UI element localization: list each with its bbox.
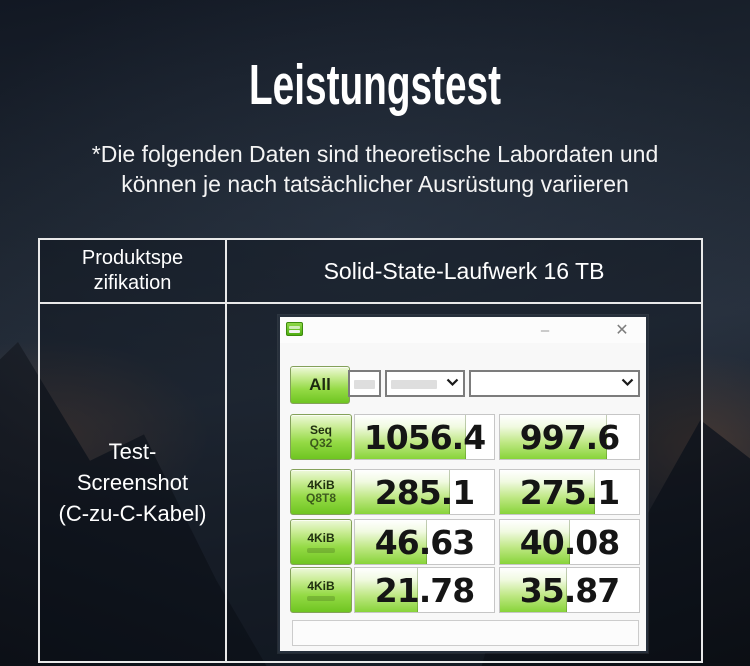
blurred-sublabel: [307, 595, 335, 601]
test-count-select[interactable]: [348, 370, 381, 397]
4kib-q8t8-read-cell: 285.1: [354, 469, 495, 515]
4kib-q8t8-test-button[interactable]: 4KiB Q8T8: [290, 469, 352, 515]
seq-label: Seq: [309, 423, 332, 437]
4kib-q8t8-write-cell: 275.1: [499, 469, 640, 515]
blurred-text: [391, 380, 437, 389]
score-bar: [355, 520, 428, 564]
score-bar: [500, 415, 608, 459]
score-bar: [500, 568, 567, 612]
4kib-label: 4KiB: [307, 530, 335, 545]
table-column-divider: [225, 240, 227, 661]
4kib-label: 4KiB: [307, 578, 335, 593]
score-bar: [500, 470, 595, 514]
4kib-q8t8-write-value: 275.1: [519, 472, 620, 512]
minimize-button[interactable]: –: [540, 321, 550, 339]
4kib-a-write-cell: 40.08: [499, 519, 640, 565]
4kib-test-button-a[interactable]: 4KiB: [290, 519, 352, 565]
4kib-a-write-value: 40.08: [519, 522, 620, 562]
4kib-b-read-value: 21.78: [374, 570, 475, 610]
4kib-q8t8-read-value: 285.1: [374, 472, 475, 512]
seq-read-cell: 1056.4: [354, 414, 495, 460]
4kib-b-read-cell: 21.78: [354, 567, 495, 613]
score-bar: [355, 415, 467, 459]
blurred-sublabel: [307, 547, 335, 553]
row-label-line1: Test-: [108, 439, 157, 464]
benchmark-window: – ✕ All Seq Q32 1056.4: [278, 315, 648, 653]
page-title: Leistungstest: [249, 53, 501, 117]
disclaimer-line-2: können je nach tatsächlicher Ausrüstung …: [121, 171, 629, 197]
disclaimer-line-1: *Die folgenden Daten sind theoretische L…: [91, 141, 659, 167]
4kib-sublabel: Q8T8: [305, 491, 336, 505]
row-label-line2: Screenshot: [76, 470, 189, 495]
drive-select[interactable]: [469, 370, 640, 397]
4kib-a-read-cell: 46.63: [354, 519, 495, 565]
4kib-b-write-value: 35.87: [519, 570, 620, 610]
seq-sublabel: Q32: [309, 436, 333, 450]
blurred-text: [354, 380, 375, 389]
disclaimer-text: *Die folgenden Daten sind theoretische L…: [0, 139, 750, 199]
chevron-down-icon: [446, 378, 459, 387]
score-bar: [355, 568, 418, 612]
row-label-line3: (C-zu-C-Kabel): [58, 501, 207, 526]
header-col1-line1: Produktspe: [81, 247, 184, 269]
4kib-a-read-value: 46.63: [374, 522, 475, 562]
chevron-down-icon: [621, 378, 634, 387]
run-all-button[interactable]: All: [290, 366, 350, 404]
seq-write-cell: 997.6: [499, 414, 640, 460]
header-col1-line2: zifikation: [93, 272, 172, 294]
4kib-test-button-b[interactable]: 4KiB: [290, 567, 352, 613]
table-header-drive-name: Solid-State-Laufwerk 16 TB: [227, 240, 701, 302]
comment-strip: [292, 620, 639, 646]
result-row-4kib-a: 4KiB 46.63 40.08: [280, 519, 646, 565]
result-row-4kib-b: 4KiB 21.78 35.87: [280, 567, 646, 613]
diskmark-app-icon: [286, 322, 303, 336]
benchmark-titlebar: – ✕: [280, 317, 646, 343]
score-bar: [355, 470, 450, 514]
test-size-select[interactable]: [385, 370, 465, 397]
table-header-product-spec: Produktspe zifikation: [40, 240, 225, 302]
4kib-label: 4KiB: [307, 478, 335, 492]
result-row-seq: Seq Q32 1056.4 997.6: [280, 414, 646, 460]
seq-test-button[interactable]: Seq Q32: [290, 414, 352, 460]
4kib-b-write-cell: 35.87: [499, 567, 640, 613]
seq-read-value: 1056.4: [363, 417, 486, 457]
result-row-4kib-q8t8: 4KiB Q8T8 285.1 275.1: [280, 469, 646, 515]
drive-name-label: Solid-State-Laufwerk 16 TB: [323, 257, 605, 284]
table-row-label: Test- Screenshot (C-zu-C-Kabel): [40, 304, 225, 661]
close-button[interactable]: ✕: [615, 322, 629, 339]
seq-write-value: 997.6: [519, 417, 620, 457]
score-bar: [500, 520, 570, 564]
table-header-divider: [40, 302, 701, 304]
